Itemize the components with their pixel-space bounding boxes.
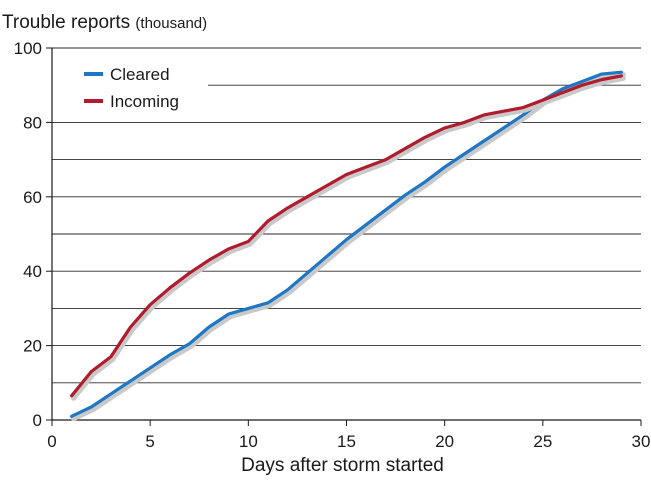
legend-label-incoming: Incoming (110, 92, 179, 111)
y-tick-label: 0 (33, 411, 42, 430)
x-tick-label: 10 (239, 432, 258, 451)
legend-label-cleared: Cleared (110, 65, 170, 84)
chart-title-text: Trouble reports (2, 12, 131, 33)
x-tick-label: 30 (632, 432, 651, 451)
y-tick-label: 100 (14, 39, 42, 58)
y-tick-label: 80 (23, 113, 42, 132)
x-tick-label: 0 (47, 432, 56, 451)
x-tick-label: 20 (435, 432, 454, 451)
x-tick-label: 25 (533, 432, 552, 451)
series-shadow-incoming (71, 75, 626, 401)
y-tick-label: 40 (23, 262, 42, 281)
chart-title: Trouble reports (thousand) (2, 12, 207, 34)
chart-title-unit: (thousand) (135, 15, 208, 32)
x-axis-label: Days after storm started (241, 455, 444, 476)
x-tick-label: 5 (145, 432, 154, 451)
y-tick-label: 20 (23, 337, 42, 356)
y-tick-label: 60 (23, 188, 42, 207)
series-line-incoming (70, 74, 623, 398)
x-tick-label: 15 (337, 432, 356, 451)
series-shadow-cleared (71, 72, 626, 422)
